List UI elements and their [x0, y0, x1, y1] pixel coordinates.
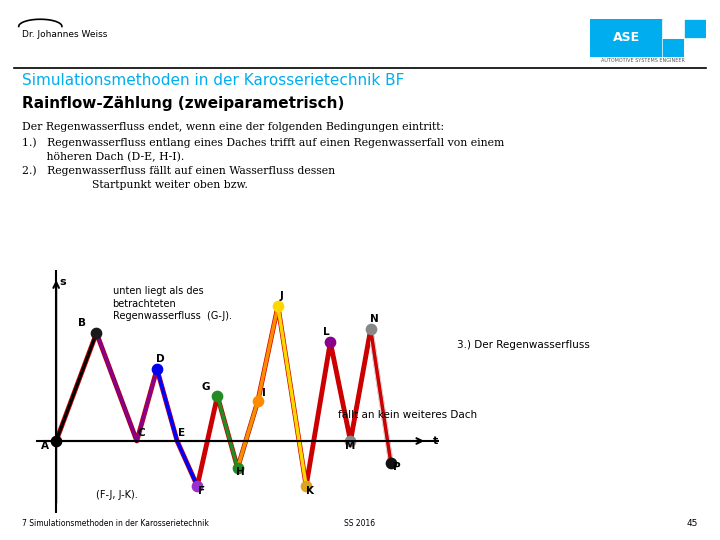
- Text: SS 2016: SS 2016: [344, 519, 376, 528]
- Text: höheren Dach (D-E, H-I).: höheren Dach (D-E, H-I).: [22, 152, 184, 163]
- Bar: [684, 38, 706, 57]
- Text: 45: 45: [687, 519, 698, 528]
- Point: [365, 325, 377, 334]
- Text: C: C: [138, 428, 145, 438]
- Text: unten liegt als des: unten liegt als des: [112, 286, 203, 296]
- Text: F: F: [198, 486, 205, 496]
- Text: N: N: [370, 314, 379, 324]
- Point: [345, 437, 356, 445]
- Point: [212, 392, 223, 400]
- Text: M: M: [346, 441, 356, 451]
- Text: P: P: [393, 462, 400, 471]
- Text: B: B: [78, 319, 86, 328]
- Point: [151, 364, 163, 373]
- Text: Startpunkt weiter oben bzw.: Startpunkt weiter oben bzw.: [22, 180, 248, 191]
- Text: E: E: [179, 428, 186, 438]
- Text: betrachteten: betrachteten: [112, 299, 176, 309]
- Text: t: t: [433, 436, 438, 446]
- Text: 2.)   Regenwasserfluss fällt auf einen Wasserfluss dessen: 2.) Regenwasserfluss fällt auf einen Was…: [22, 166, 335, 177]
- Text: D: D: [156, 354, 164, 363]
- Point: [252, 397, 264, 406]
- Text: AUTOMOTIVE SYSTEMS ENGINEER: AUTOMOTIVE SYSTEMS ENGINEER: [601, 58, 685, 63]
- Point: [385, 458, 397, 467]
- Text: J: J: [280, 291, 284, 301]
- Text: K: K: [306, 486, 314, 496]
- Point: [50, 437, 62, 445]
- Text: L: L: [323, 327, 330, 336]
- Bar: [590, 19, 662, 57]
- Text: Dr. Johannes Weiss: Dr. Johannes Weiss: [22, 30, 107, 39]
- Text: fällt an kein weiteres Dach: fällt an kein weiteres Dach: [338, 410, 477, 421]
- Point: [272, 302, 284, 310]
- Text: H: H: [236, 467, 246, 477]
- Point: [300, 482, 312, 490]
- Text: Der Regenwasserfluss endet, wenn eine der folgenden Bedingungen eintritt:: Der Regenwasserfluss endet, wenn eine de…: [22, 122, 444, 132]
- Text: 1.)   Regenwasserfluss entlang eines Daches trifft auf einen Regenwasserfall von: 1.) Regenwasserfluss entlang eines Dache…: [22, 138, 504, 148]
- Point: [192, 482, 203, 490]
- Text: ASE: ASE: [613, 31, 639, 44]
- Text: 3.) Der Regenwasserfluss: 3.) Der Regenwasserfluss: [457, 340, 590, 350]
- Text: s: s: [59, 277, 66, 287]
- Point: [325, 338, 336, 346]
- Text: Rainflow-Zählung (zweiparametrisch): Rainflow-Zählung (zweiparametrisch): [22, 96, 344, 111]
- Text: Regenwasserfluss  (G-J).: Regenwasserfluss (G-J).: [112, 312, 232, 321]
- Text: 7 Simulationsmethoden in der Karosserietechnik: 7 Simulationsmethoden in der Karosseriet…: [22, 519, 209, 528]
- Text: I: I: [262, 388, 266, 398]
- Text: Simulationsmethoden in der Karosserietechnik BF: Simulationsmethoden in der Karosserietec…: [22, 73, 404, 88]
- Bar: [662, 38, 684, 57]
- Text: A: A: [41, 441, 49, 451]
- Bar: [662, 19, 684, 38]
- Point: [232, 464, 243, 472]
- Text: G: G: [202, 381, 210, 391]
- Point: [91, 329, 102, 338]
- Text: (F-J, J-K).: (F-J, J-K).: [96, 490, 138, 501]
- Bar: [684, 19, 706, 38]
